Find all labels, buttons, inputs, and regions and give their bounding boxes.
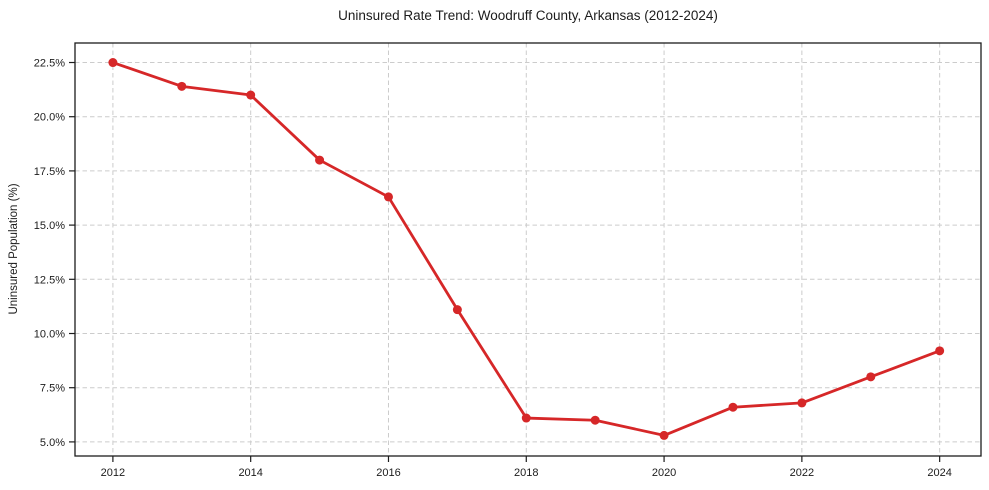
data-point-2021 [728,402,738,412]
y-tick-label: 12.5% [34,274,65,286]
x-tick-label: 2016 [376,467,400,479]
y-tick-label: 17.5% [34,166,65,178]
x-tick-label: 2020 [652,467,676,479]
data-point-2017 [452,305,462,315]
data-point-2013 [177,81,187,91]
data-point-2022 [797,398,807,408]
x-tick-label: 2022 [790,467,814,479]
x-tick-label: 2018 [514,467,538,479]
x-tick-label: 2014 [238,467,262,479]
x-tick-label: 2012 [101,467,125,479]
data-point-2023 [866,372,876,382]
y-tick-label: 15.0% [34,220,65,232]
data-point-2016 [383,192,393,202]
data-point-2012 [108,58,118,68]
y-tick-label: 7.5% [40,383,65,395]
data-point-2020 [659,430,669,440]
y-tick-label: 5.0% [40,437,65,449]
y-tick-label: 20.0% [34,112,65,124]
data-point-2014 [246,90,256,100]
y-tick-label: 10.0% [34,329,65,341]
data-point-2015 [315,155,325,165]
x-tick-label: 2024 [927,467,951,479]
axes-border [74,42,982,457]
data-point-2018 [521,413,531,423]
chart-title: Uninsured Rate Trend: Woodruff County, A… [338,8,718,23]
data-point-2019 [590,415,600,425]
data-point-2024 [935,346,945,356]
y-tick-label: 22.5% [34,58,65,70]
